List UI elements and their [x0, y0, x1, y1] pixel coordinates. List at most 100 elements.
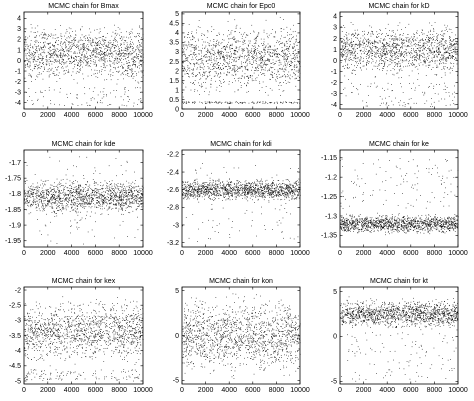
chart-point [414, 66, 416, 68]
chart-point [250, 52, 251, 53]
chart-point [235, 50, 237, 51]
chart-point [440, 51, 441, 53]
chart-point [351, 46, 353, 47]
chart-point [60, 183, 62, 184]
chart-point [220, 83, 222, 84]
chart-point [374, 82, 375, 84]
chart-point [55, 200, 57, 201]
chart-point [93, 59, 95, 60]
chart-point [352, 44, 354, 45]
chart-point [127, 50, 129, 52]
chart-point [37, 100, 38, 101]
chart-point [369, 43, 371, 45]
chart-point [271, 71, 273, 73]
chart-point [386, 51, 388, 52]
chart-point [287, 57, 288, 59]
chart-point [65, 70, 67, 71]
chart-point [51, 190, 52, 191]
chart-point [375, 62, 377, 64]
chart-point [378, 51, 379, 52]
chart-point [192, 53, 194, 55]
chart-point [77, 196, 79, 198]
chart-point [399, 34, 401, 36]
chart-point [213, 45, 215, 47]
chart-point [74, 53, 76, 54]
chart-point [88, 39, 89, 41]
chart-point [263, 43, 264, 44]
chart-point [192, 69, 194, 70]
chart-point [196, 75, 197, 76]
chart-point [358, 44, 360, 46]
chart-point [64, 194, 66, 196]
chart-point [257, 36, 259, 37]
chart-point [65, 62, 67, 64]
chart-point [273, 49, 274, 51]
chart-point [442, 36, 444, 37]
chart-point [201, 62, 203, 63]
chart-point [186, 44, 187, 46]
chart-point [271, 74, 272, 75]
chart-point [66, 197, 67, 198]
chart-point [229, 46, 230, 48]
chart-point [60, 57, 61, 58]
chart-point [31, 203, 32, 205]
chart-point [72, 195, 74, 197]
chart-point [291, 60, 292, 62]
chart-point [135, 65, 136, 66]
chart-point [96, 51, 97, 52]
chart-point [299, 77, 300, 78]
chart-point [270, 33, 272, 34]
chart-point [73, 181, 74, 182]
chart-point [212, 66, 213, 67]
chart-point [437, 40, 438, 42]
chart-point [219, 76, 221, 77]
chart-point [392, 73, 394, 75]
chart-point [92, 179, 94, 180]
chart-point [394, 47, 396, 48]
chart-point [69, 41, 70, 43]
chart-point [383, 102, 384, 104]
chart-point [50, 57, 51, 59]
chart-point [455, 46, 457, 48]
chart-point [76, 98, 78, 99]
chart-point [190, 54, 191, 55]
chart-point [422, 64, 424, 66]
chart-point [83, 59, 85, 61]
chart-point [128, 37, 130, 39]
chart-point [126, 47, 128, 49]
chart-point [295, 70, 297, 72]
chart-point [37, 25, 39, 27]
chart-point [64, 105, 65, 106]
chart-point [438, 100, 440, 102]
chart-point [83, 78, 84, 80]
chart-point [59, 55, 61, 56]
chart-point [54, 211, 55, 213]
chart-point [71, 48, 72, 49]
chart-point [36, 206, 37, 208]
chart-point [296, 40, 297, 42]
chart-point [360, 37, 362, 39]
chart-point [254, 51, 255, 52]
chart-point [122, 189, 124, 191]
chart-point [120, 204, 121, 206]
chart-point [190, 82, 192, 83]
chart-point [435, 47, 437, 49]
chart-point [450, 43, 452, 44]
chart-point [248, 45, 249, 47]
chart-point [233, 53, 234, 54]
chart-point [126, 48, 128, 49]
chart-point [30, 74, 31, 76]
chart-point [278, 41, 279, 43]
chart-point [109, 56, 110, 57]
chart-point [134, 61, 136, 63]
chart-point [354, 44, 356, 45]
chart-point [190, 89, 192, 91]
chart-point [389, 51, 391, 52]
chart-point [409, 46, 411, 47]
chart-point [359, 42, 360, 44]
chart-point [140, 92, 141, 93]
chart-point [241, 102, 243, 103]
chart-point [77, 181, 78, 183]
chart-point [98, 201, 99, 202]
chart-point [125, 53, 127, 54]
